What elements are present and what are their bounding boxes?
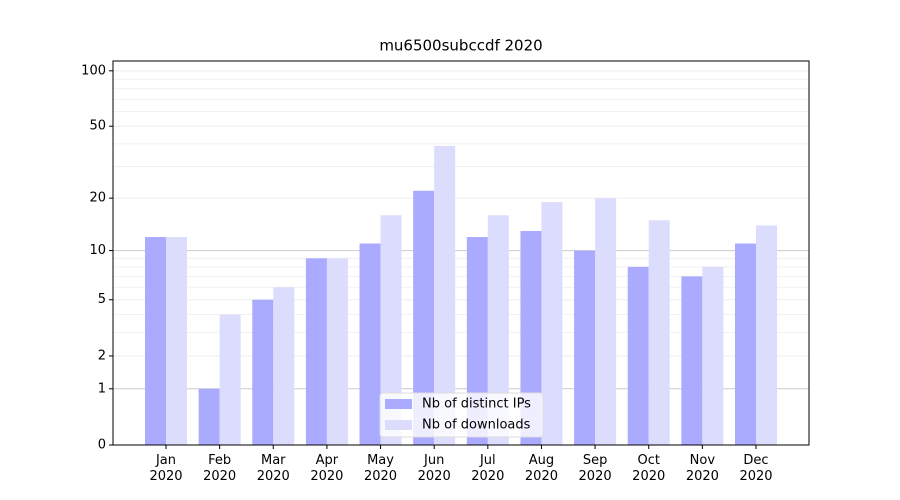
y-tick-label: 0 bbox=[98, 438, 106, 453]
x-tick-label: May 2020 bbox=[363, 453, 398, 484]
y-tick-label: 1 bbox=[98, 381, 106, 396]
legend-label: Nb of downloads bbox=[422, 418, 531, 433]
legend-label: Nb of distinct IPs bbox=[422, 397, 531, 412]
bar bbox=[326, 258, 348, 445]
x-tick-label: Jul 2020 bbox=[471, 453, 505, 484]
chart-title: mu6500subccdf 2020 bbox=[379, 37, 542, 55]
y-tick-label: 50 bbox=[89, 119, 106, 134]
bar bbox=[756, 225, 777, 445]
bar bbox=[380, 215, 402, 445]
bar bbox=[273, 287, 295, 445]
bar bbox=[702, 266, 724, 445]
bar bbox=[595, 198, 617, 445]
bar bbox=[434, 145, 456, 446]
bar bbox=[305, 258, 327, 445]
bar bbox=[359, 243, 381, 445]
x-tick-label: Mar 2020 bbox=[256, 453, 290, 484]
bar bbox=[166, 237, 187, 445]
x-tick-label: Oct 2020 bbox=[632, 453, 666, 484]
bar bbox=[487, 215, 509, 445]
bar bbox=[681, 276, 703, 445]
x-tick-label: Feb 2020 bbox=[203, 453, 237, 484]
y-tick-label: 2 bbox=[98, 348, 106, 363]
x-tick-label: Apr 2020 bbox=[310, 453, 344, 484]
bar bbox=[627, 266, 649, 445]
y-tick-label: 100 bbox=[81, 63, 106, 78]
x-tick-label: Aug 2020 bbox=[524, 453, 558, 484]
x-tick-label: Jan 2020 bbox=[149, 453, 183, 484]
bar bbox=[252, 299, 274, 445]
bar bbox=[574, 250, 596, 445]
bar bbox=[541, 202, 563, 445]
y-tick-label: 20 bbox=[89, 191, 106, 206]
legend-box bbox=[379, 392, 544, 438]
y-tick-label: 5 bbox=[98, 292, 106, 307]
bar bbox=[520, 231, 542, 445]
plot-frame bbox=[112, 60, 810, 446]
bar bbox=[413, 190, 435, 445]
y-tick-label: 10 bbox=[89, 243, 106, 258]
x-tick-label: Nov 2020 bbox=[685, 453, 719, 484]
x-tick-label: Sep 2020 bbox=[578, 453, 612, 484]
x-tick-label: Dec 2020 bbox=[739, 453, 773, 484]
bar bbox=[648, 220, 670, 445]
bar bbox=[145, 237, 166, 445]
legend-swatch bbox=[385, 420, 412, 430]
x-tick-label: Jun 2020 bbox=[417, 453, 451, 484]
bar bbox=[735, 243, 756, 445]
bar bbox=[198, 388, 220, 445]
bar bbox=[219, 314, 241, 445]
legend-swatch bbox=[385, 399, 412, 409]
